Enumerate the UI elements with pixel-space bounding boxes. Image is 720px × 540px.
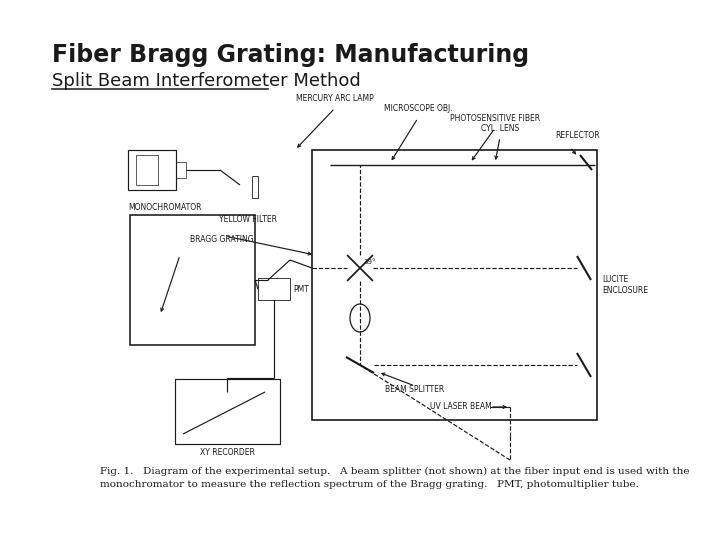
Text: 39°: 39° (363, 259, 376, 265)
Text: Fiber Bragg Grating: Manufacturing: Fiber Bragg Grating: Manufacturing (52, 43, 529, 67)
Text: PHOTOSENSITIVE FIBER: PHOTOSENSITIVE FIBER (450, 114, 540, 123)
Text: XY RECORDER: XY RECORDER (199, 448, 254, 457)
Text: BRAGG GRATING: BRAGG GRATING (190, 235, 253, 244)
Text: Split Beam Interferometer Method: Split Beam Interferometer Method (52, 72, 361, 90)
Bar (252, 176, 258, 198)
Text: REFLECTOR: REFLECTOR (555, 131, 600, 140)
Text: MICROSCOPE OBJ.: MICROSCOPE OBJ. (384, 104, 452, 113)
Text: MERCURY ARC LAMP: MERCURY ARC LAMP (296, 94, 374, 103)
Bar (176, 162, 186, 178)
Text: MONOCHROMATOR: MONOCHROMATOR (128, 203, 202, 212)
Bar (128, 150, 176, 190)
Bar (258, 278, 290, 300)
Ellipse shape (350, 304, 370, 332)
Text: PMT: PMT (293, 285, 309, 294)
Bar (136, 155, 158, 185)
Bar (130, 215, 255, 345)
Bar (312, 150, 597, 420)
Text: Fig. 1.   Diagram of the experimental setup.   A beam splitter (not shown) at th: Fig. 1. Diagram of the experimental setu… (100, 467, 690, 476)
Text: YELLOW FILTER: YELLOW FILTER (219, 215, 277, 224)
Text: LUCITE
ENCLOSURE: LUCITE ENCLOSURE (602, 275, 648, 295)
Text: monochromator to measure the reflection spectrum of the Bragg grating.   PMT, ph: monochromator to measure the reflection … (100, 480, 639, 489)
Text: BEAM SPLITTER: BEAM SPLITTER (385, 385, 445, 394)
Bar (175, 379, 280, 444)
Text: UV LASER BEAM: UV LASER BEAM (430, 402, 492, 411)
Text: CYL. LENS: CYL. LENS (481, 124, 519, 133)
